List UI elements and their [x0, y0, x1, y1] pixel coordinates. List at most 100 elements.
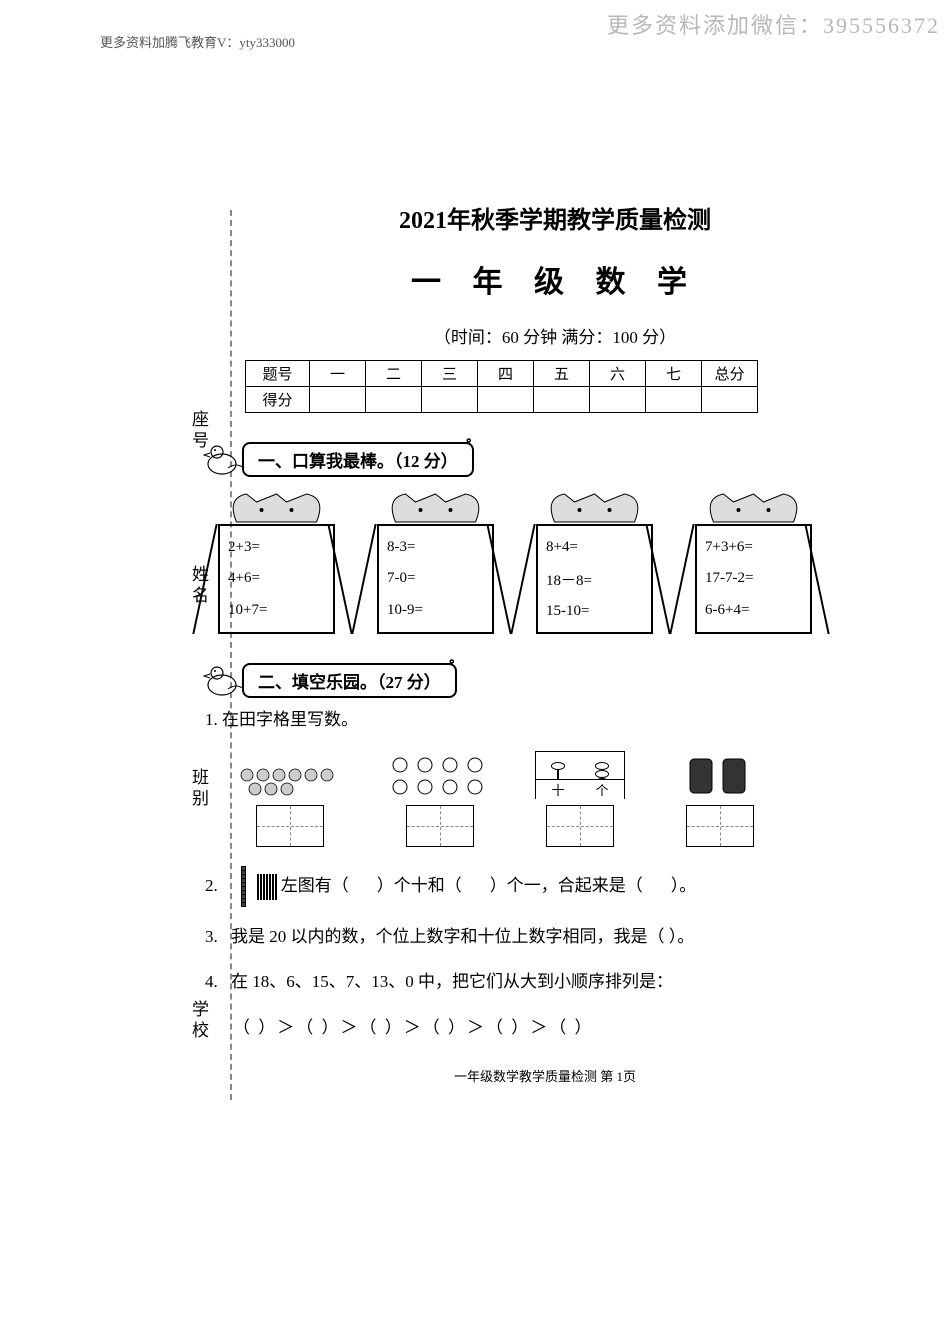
question-2: 2. 左图有（ ）个十和（ ）个一，合起来是（ ）。	[205, 867, 855, 907]
cat-icon	[677, 488, 830, 524]
score-table: 题号 一 二 三 四 五 六 七 总分 得分	[245, 360, 758, 413]
sticks-icon	[257, 874, 277, 900]
equation[interactable]: 7+3+6=	[705, 539, 802, 556]
question-4-compare-row[interactable]: （ ）＞（ ）＞（ ）＞（ ）＞（ ）＞（ ）	[233, 1013, 855, 1038]
score-cell: 题号	[246, 361, 310, 387]
ten-blocks-icon	[241, 867, 246, 907]
cat-leg-icon	[518, 524, 536, 634]
equation[interactable]: 6-6+4=	[705, 602, 802, 619]
section-1-title: 一、口算我最棒。（12 分）	[258, 447, 458, 472]
arithmetic-cats-row: 2+3= 4+6= 10+7= 8-3= 7-0= 10-9=	[200, 488, 830, 634]
section-1-title-box: ⚬ 一、口算我最棒。（12 分）	[242, 442, 474, 477]
equation[interactable]: 8-3=	[387, 539, 484, 556]
cat-leg-icon	[494, 524, 512, 634]
exam-title-1: 2021年秋季学期教学质量检测	[255, 200, 855, 235]
exam-title-2: 一 年 级 数 学	[255, 257, 855, 301]
tian-grid-input[interactable]	[546, 805, 614, 847]
cat-icon	[200, 488, 353, 524]
equation[interactable]: 15-10=	[546, 603, 643, 620]
exam-subtitle: （时间：60 分钟 满分：100 分）	[255, 323, 855, 348]
equations-box: 2+3= 4+6= 10+7=	[218, 524, 335, 634]
score-cell: 总分	[702, 361, 758, 387]
score-cell: 得分	[246, 387, 310, 413]
tian-grid-input[interactable]	[406, 805, 474, 847]
tian-grid-row: 十 个	[235, 751, 855, 847]
question-number: 4.	[205, 968, 231, 997]
section-2-title-box: ⚬ 二、填空乐园。（27 分）	[242, 663, 457, 698]
q2-text-3: ）个一，合起来是（	[490, 876, 643, 895]
cat-leg-icon	[812, 524, 830, 634]
cat-column-4: 7+3+6= 17-7-2= 6-6+4=	[677, 488, 830, 634]
erasers-icon	[665, 751, 775, 799]
score-header-row: 题号 一 二 三 四 五 六 七 总分	[246, 361, 758, 387]
score-cell[interactable]	[310, 387, 366, 413]
question-4: 4.在 18、6、15、7、13、0 中，把它们从大到小顺序排列是：	[205, 968, 855, 997]
equation[interactable]: 7-0=	[387, 570, 484, 587]
abacus-tens-label: 十	[551, 780, 564, 799]
equations-box: 8-3= 7-0= 10-9=	[377, 524, 494, 634]
equation[interactable]: 17-7-2=	[705, 570, 802, 587]
score-cell: 六	[590, 361, 646, 387]
watermark-top-left: 更多资料加腾飞教育V：yty333000	[100, 32, 295, 51]
cat-column-2: 8-3= 7-0= 10-9=	[359, 488, 512, 634]
score-cell: 三	[422, 361, 478, 387]
tian-unit-2	[385, 751, 495, 847]
cat-icon	[518, 488, 671, 524]
pin-icon: ⚬	[464, 434, 474, 449]
tian-unit-4	[665, 751, 775, 847]
q3-text: 我是 20 以内的数，个位上数字和十位上数字相同，我是（ ）。	[231, 927, 694, 946]
score-cell[interactable]	[478, 387, 534, 413]
score-cell[interactable]	[534, 387, 590, 413]
flowers-icon	[385, 751, 495, 799]
pin-icon: ⚬	[447, 655, 457, 670]
question-1: 1. 在田字格里写数。	[205, 706, 855, 735]
abacus-icon: 十 个	[535, 751, 625, 799]
score-cell[interactable]	[422, 387, 478, 413]
question-number: 3.	[205, 923, 231, 952]
equation[interactable]: 10-9=	[387, 602, 484, 619]
cat-column-1: 2+3= 4+6= 10+7=	[200, 488, 353, 634]
q4-text: 在 18、6、15、7、13、0 中，把它们从大到小顺序排列是：	[231, 972, 673, 991]
score-cell[interactable]	[646, 387, 702, 413]
q2-text-1: 左图有（	[281, 876, 349, 895]
cat-leg-icon	[677, 524, 695, 634]
exam-page: 2021年秋季学期教学质量检测 一 年 级 数 学 （时间：60 分钟 满分：1…	[175, 200, 855, 1085]
bird-icon	[200, 659, 248, 701]
rabbits-icon	[235, 751, 345, 799]
q2-text-2: ）个十和（	[377, 876, 462, 895]
equations-box: 8+4= 18－8= 15-10=	[536, 524, 653, 634]
cat-column-3: 8+4= 18－8= 15-10=	[518, 488, 671, 634]
tian-unit-1	[235, 751, 345, 847]
question-number: 2.	[205, 872, 231, 901]
score-cell: 五	[534, 361, 590, 387]
section-1-header: ⚬ 一、口算我最棒。（12 分）	[200, 438, 855, 480]
q2-text-4: ）。	[671, 876, 697, 895]
section-2-header: ⚬ 二、填空乐园。（27 分）	[200, 659, 855, 701]
score-cell[interactable]	[366, 387, 422, 413]
equation[interactable]: 10+7=	[228, 602, 325, 619]
watermark-top-right: 更多资料添加微信：395556372	[607, 8, 940, 40]
cat-leg-icon	[335, 524, 353, 634]
question-3: 3.我是 20 以内的数，个位上数字和十位上数字相同，我是（ ）。	[205, 923, 855, 952]
score-cell: 七	[646, 361, 702, 387]
bird-icon	[200, 438, 248, 480]
tian-grid-input[interactable]	[256, 805, 324, 847]
score-cell[interactable]	[590, 387, 646, 413]
score-cell: 四	[478, 361, 534, 387]
equation[interactable]: 4+6=	[228, 570, 325, 587]
cat-leg-icon	[359, 524, 377, 634]
score-value-row: 得分	[246, 387, 758, 413]
cat-icon	[359, 488, 512, 524]
cat-leg-icon	[200, 524, 218, 634]
equations-box: 7+3+6= 17-7-2= 6-6+4=	[695, 524, 812, 634]
page-footer: 一年级数学教学质量检测 第 1页	[235, 1066, 855, 1085]
cat-leg-icon	[653, 524, 671, 634]
score-cell[interactable]	[702, 387, 758, 413]
score-cell: 一	[310, 361, 366, 387]
tian-unit-3: 十 个	[535, 751, 625, 847]
tian-grid-input[interactable]	[686, 805, 754, 847]
equation[interactable]: 18－8=	[546, 569, 643, 590]
equation[interactable]: 2+3=	[228, 539, 325, 556]
equation[interactable]: 8+4=	[546, 539, 643, 556]
score-cell: 二	[366, 361, 422, 387]
